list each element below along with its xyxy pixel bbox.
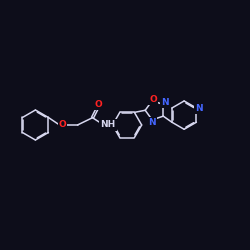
Text: N: N — [148, 118, 156, 127]
Text: O: O — [58, 120, 66, 130]
Text: N: N — [195, 104, 203, 112]
Text: O: O — [94, 100, 102, 109]
Text: NH: NH — [100, 120, 116, 130]
Text: N: N — [161, 98, 169, 107]
Text: O: O — [149, 95, 157, 104]
